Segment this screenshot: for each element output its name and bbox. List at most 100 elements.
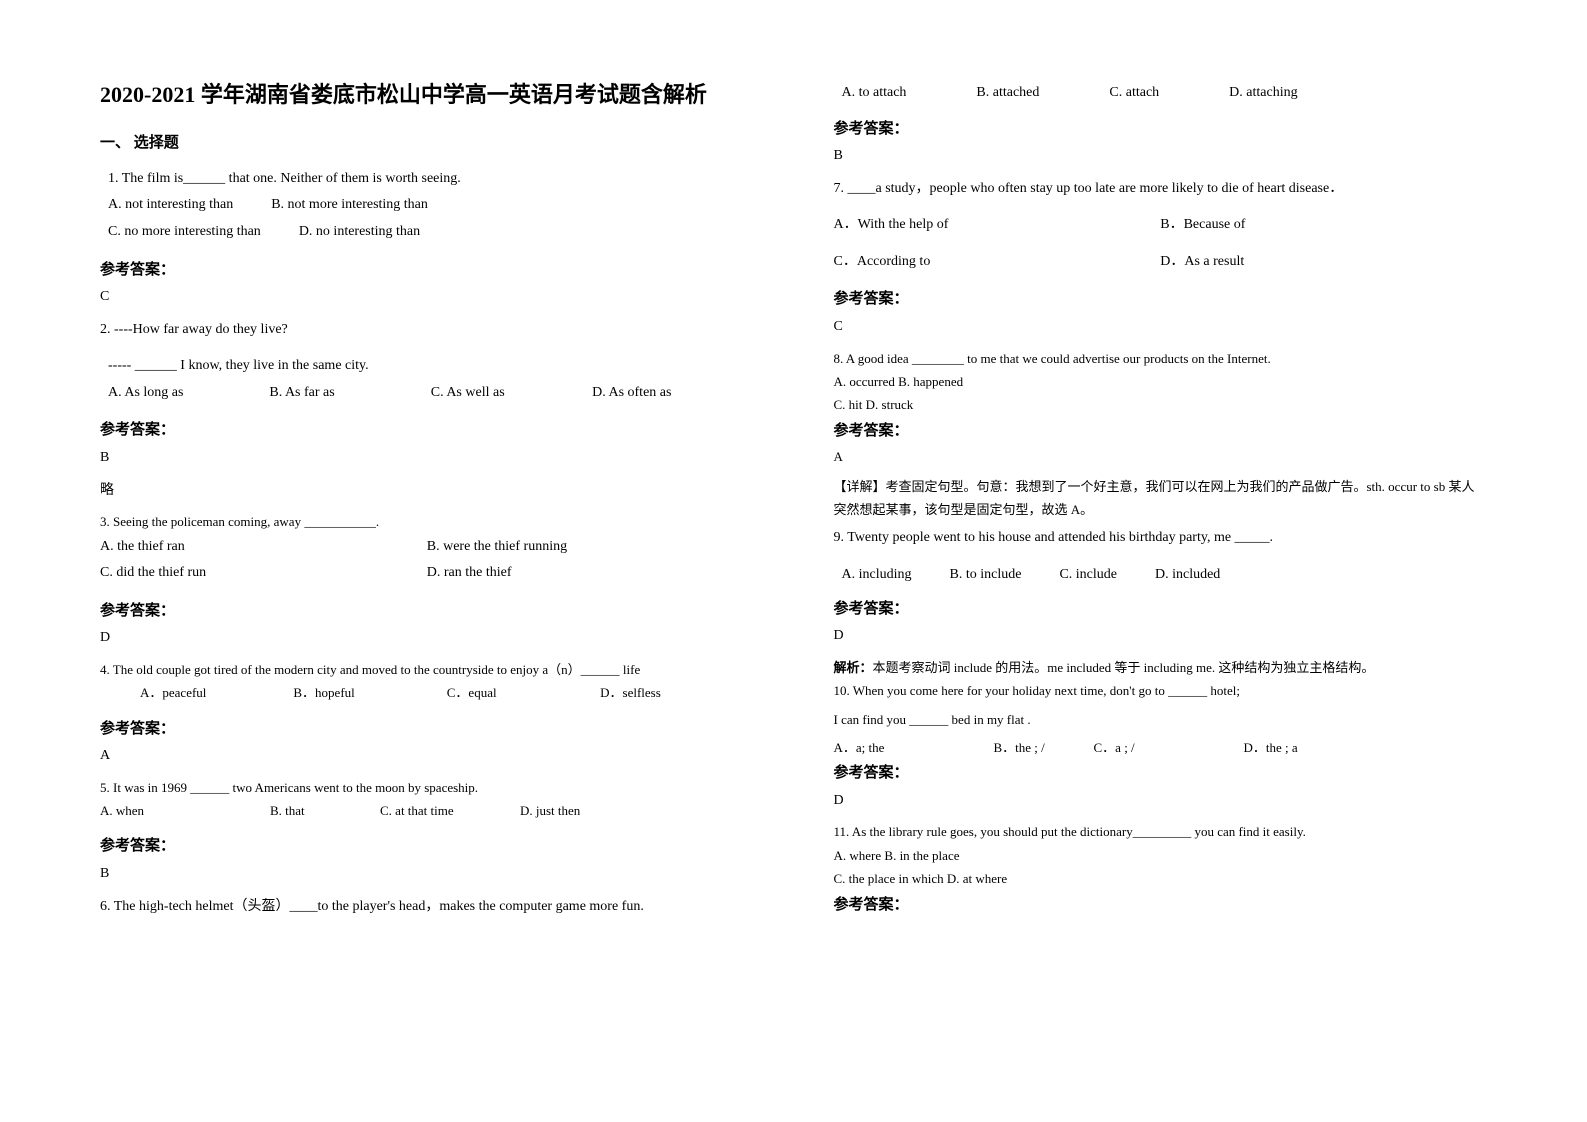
q7-options-row1: A．With the help of B．Because of — [834, 212, 1488, 239]
question-3: 3. Seeing the policeman coming, away ___… — [100, 510, 754, 587]
q2-stem-1: 2. ----How far away do they live? — [100, 317, 754, 344]
q4-option-c: C．equal — [447, 681, 600, 704]
q7-option-b: B．Because of — [1160, 212, 1487, 239]
q4-answer: A — [100, 743, 754, 770]
section-heading: 一、 选择题 — [100, 131, 754, 152]
q8-stem: 8. A good idea ________ to me that we co… — [834, 347, 1488, 370]
question-4: 4. The old couple got tired of the moder… — [100, 658, 754, 705]
q4-answer-label: 参考答案： — [100, 715, 754, 744]
q6-option-d: D. attaching — [1229, 80, 1297, 107]
q3-options-row2: C. did the thief run D. ran the thief — [100, 560, 754, 587]
q7-options-row2: C．According to D．As a result — [834, 249, 1488, 276]
q1-answer-label: 参考答案： — [100, 256, 754, 285]
q2-option-b: B. As far as — [269, 380, 430, 407]
q2-extra: 略 — [100, 478, 754, 505]
q10-option-c: C．a ; / — [1094, 736, 1244, 759]
q8-answer: A — [834, 445, 1488, 468]
q9-explain: 解析：本题考察动词 include 的用法。me included 等于 inc… — [834, 656, 1488, 679]
q9-options: A. including B. to include C. include D.… — [834, 562, 1488, 589]
q2-answer-label: 参考答案： — [100, 416, 754, 445]
q1-option-b: B. not more interesting than — [271, 192, 428, 219]
q1-option-d: D. no interesting than — [299, 219, 420, 246]
q5-option-c: C. at that time — [380, 799, 520, 822]
q2-option-c: C. As well as — [431, 380, 592, 407]
q9-option-a: A. including — [842, 562, 912, 589]
q4-option-a: A．peaceful — [140, 681, 293, 704]
q6-option-c: C. attach — [1109, 80, 1159, 107]
q7-option-a: A．With the help of — [834, 212, 1161, 239]
q3-option-a: A. the thief ran — [100, 534, 427, 561]
q3-answer-label: 参考答案： — [100, 597, 754, 626]
q3-option-c: C. did the thief run — [100, 560, 427, 587]
q1-option-a: A. not interesting than — [108, 192, 233, 219]
q6-answer-label: 参考答案： — [834, 115, 1488, 144]
q10-stem-1: 10. When you come here for your holiday … — [834, 679, 1488, 702]
q9-option-d: D. included — [1155, 562, 1220, 589]
q4-option-d: D．selfless — [600, 681, 753, 704]
q9-option-c: C. include — [1059, 562, 1117, 589]
q2-stem-2: ----- ______ I know, they live in the sa… — [100, 353, 754, 380]
q10-option-d: D．the ; a — [1244, 736, 1298, 759]
q6-option-a: A. to attach — [842, 80, 907, 107]
q5-stem: 5. It was in 1969 ______ two Americans w… — [100, 776, 754, 799]
question-1: 1. The film is______ that one. Neither o… — [100, 166, 754, 246]
q8-explain: 【详解】考查固定句型。句意：我想到了一个好主意，我们可以在网上为我们的产品做广告… — [834, 475, 1488, 522]
q9-explain-text: 本题考察动词 include 的用法。me included 等于 includ… — [873, 660, 1375, 675]
q3-option-b: B. were the thief running — [427, 534, 754, 561]
q10-options: A．a; the B．the ; / C．a ; / D．the ; a — [834, 736, 1488, 759]
q9-stem: 9. Twenty people went to his house and a… — [834, 525, 1488, 552]
q7-option-d: D．As a result — [1160, 249, 1487, 276]
question-2: 2. ----How far away do they live? ----- … — [100, 317, 754, 407]
q6-answer: B — [834, 143, 1488, 170]
q4-option-b: B．hopeful — [293, 681, 446, 704]
q9-explain-label: 解析： — [834, 660, 873, 675]
q1-options-row1: A. not interesting than B. not more inte… — [100, 192, 754, 219]
q5-answer-label: 参考答案： — [100, 832, 754, 861]
q1-options-row2: C. no more interesting than D. no intere… — [100, 219, 754, 246]
q5-answer: B — [100, 861, 754, 888]
q3-stem: 3. Seeing the policeman coming, away ___… — [100, 510, 754, 533]
q2-answer: B — [100, 445, 754, 472]
q11-options-cd: C. the place in which D. at where — [834, 867, 1488, 890]
q10-option-b: B．the ; / — [994, 736, 1094, 759]
q5-option-a: A. when — [100, 799, 270, 822]
q7-stem: 7. ____a study，people who often stay up … — [834, 176, 1488, 203]
q7-option-c: C．According to — [834, 249, 1161, 276]
q5-options: A. when B. that C. at that time D. just … — [100, 799, 754, 822]
q10-stem-2: I can find you ______ bed in my flat . — [834, 708, 1488, 731]
q4-stem: 4. The old couple got tired of the moder… — [100, 658, 754, 681]
q11-stem: 11. As the library rule goes, you should… — [834, 820, 1488, 843]
q8-answer-label: 参考答案： — [834, 417, 1488, 446]
q10-answer-label: 参考答案： — [834, 759, 1488, 788]
q3-option-d: D. ran the thief — [427, 560, 754, 587]
q1-answer: C — [100, 284, 754, 311]
q1-option-c: C. no more interesting than — [108, 219, 261, 246]
q10-answer: D — [834, 788, 1488, 815]
q10-option-a: A．a; the — [834, 736, 994, 759]
q2-option-d: D. As often as — [592, 380, 753, 407]
q2-option-a: A. As long as — [108, 380, 269, 407]
right-column: A. to attach B. attached C. attach D. at… — [834, 80, 1488, 1082]
q5-option-b: B. that — [270, 799, 380, 822]
q1-stem: 1. The film is______ that one. Neither o… — [100, 166, 754, 193]
q3-answer: D — [100, 625, 754, 652]
q11-answer-label: 参考答案： — [834, 891, 1488, 920]
q2-options: A. As long as B. As far as C. As well as… — [100, 380, 754, 407]
q7-answer-label: 参考答案： — [834, 285, 1488, 314]
q5-option-d: D. just then — [520, 799, 580, 822]
q9-answer-label: 参考答案： — [834, 595, 1488, 624]
q9-option-b: B. to include — [950, 562, 1022, 589]
q9-answer: D — [834, 623, 1488, 650]
q6-options: A. to attach B. attached C. attach D. at… — [834, 80, 1488, 107]
q8-options-ab: A. occurred B. happened — [834, 370, 1488, 393]
q6-stem: 6. The high-tech helmet（头盔）____to the pl… — [100, 894, 754, 921]
q3-options-row1: A. the thief ran B. were the thief runni… — [100, 534, 754, 561]
question-5: 5. It was in 1969 ______ two Americans w… — [100, 776, 754, 823]
q11-options-ab: A. where B. in the place — [834, 844, 1488, 867]
q8-options-cd: C. hit D. struck — [834, 393, 1488, 416]
q4-options: A．peaceful B．hopeful C．equal D．selfless — [100, 681, 754, 704]
left-column: 2020-2021 学年湖南省娄底市松山中学高一英语月考试题含解析 一、 选择题… — [100, 80, 754, 1082]
document-title: 2020-2021 学年湖南省娄底市松山中学高一英语月考试题含解析 — [100, 80, 754, 111]
q6-option-b: B. attached — [976, 80, 1039, 107]
q7-answer: C — [834, 314, 1488, 341]
